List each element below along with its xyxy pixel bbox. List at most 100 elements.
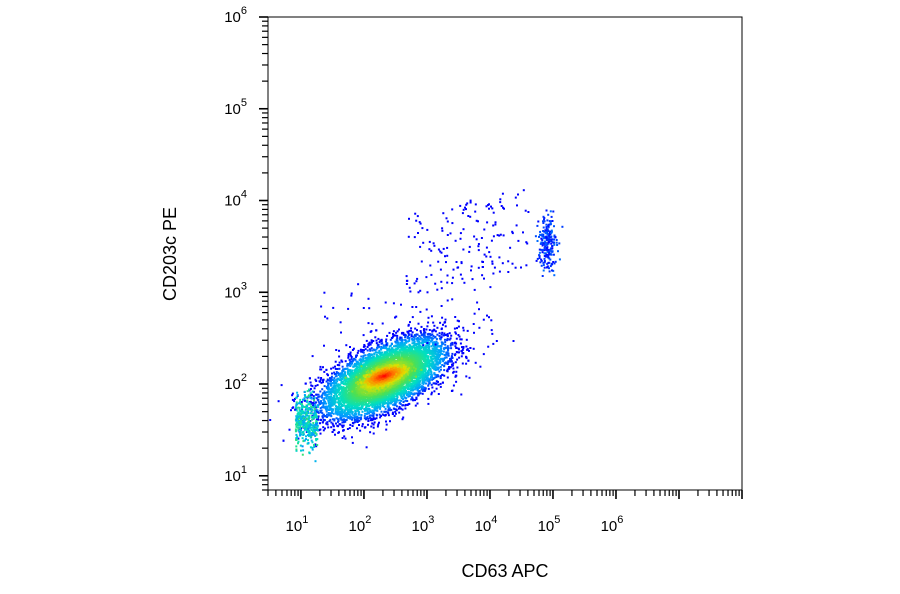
- event-dot: [430, 383, 433, 386]
- event-dot: [426, 364, 429, 367]
- event-dot: [431, 347, 434, 350]
- event-dot: [322, 426, 325, 429]
- event-dot: [427, 369, 430, 371]
- event-dot: [431, 386, 434, 389]
- event-dot: [328, 388, 331, 391]
- event-dot: [386, 411, 389, 414]
- event-dot: [416, 377, 418, 380]
- event-dot: [421, 342, 424, 345]
- event-dot: [334, 365, 336, 368]
- event-dot: [339, 373, 342, 376]
- event-dot: [385, 359, 388, 362]
- event-dot: [418, 351, 421, 354]
- event-dot: [348, 427, 351, 430]
- event-dot: [344, 360, 347, 363]
- event-dot: [385, 402, 388, 405]
- event-dot: [434, 369, 437, 371]
- event-dot: [338, 392, 341, 395]
- event-dot: [314, 384, 317, 387]
- event-dot: [356, 421, 359, 423]
- event-dot: [370, 339, 373, 342]
- event-dot: [326, 423, 329, 426]
- event-dot: [435, 340, 438, 343]
- event-dot: [352, 422, 355, 425]
- event-dot: [348, 413, 351, 416]
- event-dot: [370, 361, 373, 364]
- event-dot: [320, 400, 322, 403]
- event-dot: [387, 403, 390, 406]
- event-dot: [341, 426, 344, 429]
- event-dot: [394, 316, 396, 319]
- event-dot: [438, 332, 441, 335]
- event-dot: [378, 390, 381, 393]
- event-dot: [334, 360, 337, 363]
- event-dot: [432, 382, 435, 385]
- event-dot: [322, 404, 325, 407]
- event-dot: [389, 399, 392, 402]
- event-dot: [309, 400, 312, 403]
- event-dot: [436, 326, 439, 329]
- event-dot: [411, 331, 414, 334]
- event-dot: [445, 346, 448, 349]
- event-dot: [439, 352, 442, 355]
- event-dot: [383, 392, 386, 395]
- event-dot: [440, 357, 442, 360]
- event-dot: [416, 333, 419, 336]
- event-dot: [446, 376, 449, 379]
- event-dot: [450, 334, 453, 337]
- event-dot: [321, 415, 324, 418]
- event-dot: [331, 379, 334, 381]
- event-dot: [408, 338, 411, 341]
- event-dot: [327, 426, 330, 429]
- event-dot: [439, 365, 442, 368]
- event-dot: [411, 339, 414, 342]
- event-dot: [388, 331, 391, 334]
- event-dot: [360, 416, 362, 419]
- event-dot: [395, 408, 397, 411]
- event-dot: [327, 399, 330, 402]
- event-dot: [369, 431, 372, 434]
- event-dot: [330, 404, 333, 407]
- event-dot: [404, 399, 407, 402]
- event-dot: [426, 348, 429, 351]
- event-dot: [326, 413, 328, 416]
- event-dot: [365, 339, 368, 342]
- event-dot: [357, 361, 360, 364]
- event-dot: [383, 405, 386, 408]
- event-dot: [393, 345, 395, 348]
- event-dot: [349, 373, 352, 376]
- event-dot: [441, 341, 444, 344]
- event-dot: [309, 381, 312, 384]
- event-dot: [369, 409, 372, 412]
- event-dot: [325, 387, 328, 390]
- event-dot: [416, 383, 419, 385]
- event-dot: [334, 373, 337, 375]
- event-dot: [345, 398, 348, 401]
- event-dot: [326, 395, 329, 398]
- event-dot: [436, 343, 438, 346]
- event-dot: [358, 359, 361, 362]
- event-dot: [335, 395, 338, 397]
- event-dot: [433, 324, 436, 327]
- event-dot: [420, 337, 423, 340]
- event-dot: [388, 407, 391, 410]
- event-dot: [455, 337, 458, 340]
- event-dot: [336, 418, 339, 421]
- event-dot: [356, 360, 359, 363]
- event-dot: [370, 359, 373, 362]
- event-dot: [341, 421, 344, 424]
- event-dot: [333, 392, 336, 395]
- event-dot: [331, 418, 334, 421]
- event-dot: [314, 378, 317, 381]
- event-dot: [341, 437, 344, 439]
- event-dot: [443, 362, 446, 365]
- event-dot: [443, 357, 446, 360]
- event-dot: [410, 398, 413, 401]
- event-dot: [379, 416, 382, 419]
- event-dot: [427, 362, 430, 365]
- event-dot: [321, 388, 324, 391]
- event-dot: [425, 340, 428, 343]
- event-dot: [387, 407, 390, 410]
- event-dot: [325, 385, 328, 388]
- event-dot: [399, 391, 402, 393]
